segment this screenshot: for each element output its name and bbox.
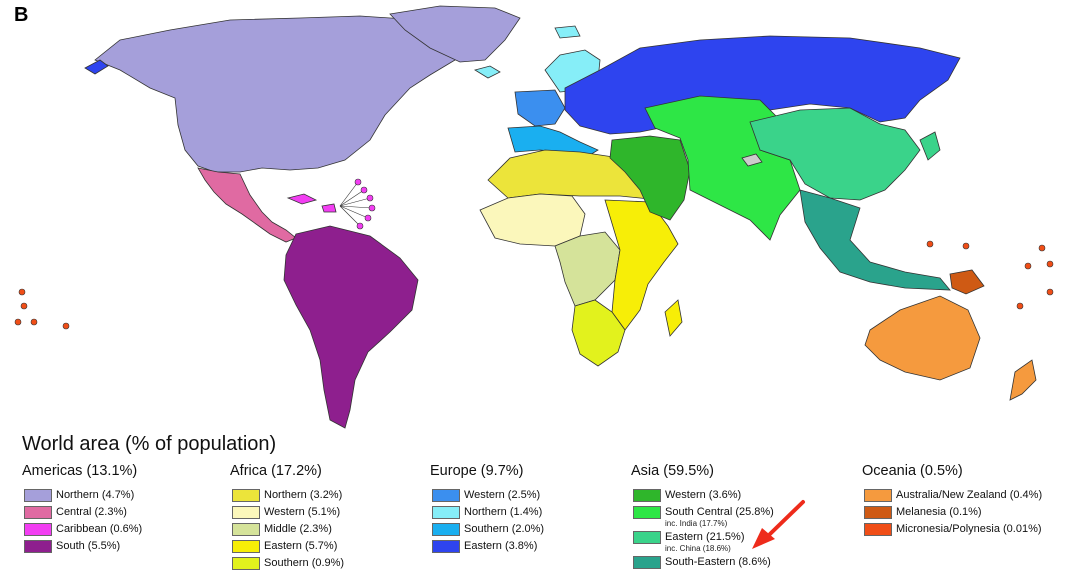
color-swatch xyxy=(633,531,661,544)
legend-item-label: Australia/New Zealand (0.4%) xyxy=(896,489,1043,501)
legend-item-label: South (5.5%) xyxy=(56,540,121,552)
legend-item: Northern (1.4%) xyxy=(430,506,542,523)
legend-item-sublabel: inc. India (17.7%) xyxy=(665,519,728,528)
region-asia-eastern xyxy=(749,107,941,201)
legend-item: South-Eastern (8.6%) xyxy=(631,556,771,573)
region-oceania-australia-nz xyxy=(864,295,1037,401)
legend-item: Caribbean (0.6%) xyxy=(22,523,142,540)
legend-item-label: Eastern (3.8%) xyxy=(464,540,538,552)
legend-item-label: Eastern (5.7%) xyxy=(264,540,338,552)
legend-item-label: Northern (1.4%) xyxy=(464,506,543,518)
region-europe-western xyxy=(514,89,566,127)
legend-item: Southern (2.0%) xyxy=(430,523,544,540)
legend-item: Australia/New Zealand (0.4%) xyxy=(862,489,1042,506)
region-asia-western xyxy=(609,135,691,221)
color-swatch xyxy=(232,540,260,553)
caribbean-callout-dots xyxy=(339,178,376,230)
color-swatch xyxy=(432,540,460,553)
legend-item-label: Western (2.5%) xyxy=(464,489,541,501)
legend-item-sublabel: inc. China (18.6%) xyxy=(665,544,731,553)
legend-item: Western (5.1%) xyxy=(230,506,340,523)
legend-item-label: South Central (25.8%) xyxy=(665,506,774,518)
legend-group-title: Europe (9.7%) xyxy=(430,463,524,479)
legend-item: Middle (2.3%) xyxy=(230,523,332,540)
legend-item: South Central (25.8%) inc. India (17.7%) xyxy=(631,506,774,531)
legend-item: Southern (0.9%) xyxy=(230,557,344,574)
region-americas-central xyxy=(197,167,297,243)
legend-title: World area (% of population) xyxy=(22,433,277,455)
legend-group-title: Asia (59.5%) xyxy=(631,463,715,479)
legend-group-oceania: Oceania (0.5%) Australia/New Zealand (0.… xyxy=(862,463,1042,540)
legend-group-africa: Africa (17.2%) Northern (3.2%) Western (… xyxy=(230,463,344,574)
region-americas-northern-greenland xyxy=(389,5,521,63)
color-swatch xyxy=(864,489,892,502)
legend-group-asia: Asia (59.5%) Western (3.6%) South Centra… xyxy=(631,463,774,573)
color-swatch xyxy=(432,489,460,502)
legend-item-label: Southern (0.9%) xyxy=(264,557,345,569)
color-swatch xyxy=(24,506,52,519)
legend-group-title: Americas (13.1%) xyxy=(22,463,138,479)
color-swatch xyxy=(232,557,260,570)
legend-group-title: Africa (17.2%) xyxy=(230,463,322,479)
color-swatch xyxy=(432,523,460,536)
color-swatch xyxy=(232,506,260,519)
legend-group-americas: Americas (13.1%) Northern (4.7%) Central… xyxy=(22,463,142,557)
legend-group-europe: Europe (9.7%) Western (2.5%) Northern (1… xyxy=(430,463,544,557)
legend-item: Micronesia/Polynesia (0.01%) xyxy=(862,523,1042,540)
color-swatch xyxy=(232,489,260,502)
region-oceania-micronesia-polynesia xyxy=(14,240,1054,330)
legend-item-label: Eastern (21.5%) xyxy=(665,531,745,543)
color-swatch xyxy=(232,523,260,536)
color-swatch xyxy=(633,556,661,569)
legend-item-label: South-Eastern (8.6%) xyxy=(665,556,771,568)
legend-item: Eastern (21.5%) inc. China (18.6%) xyxy=(631,531,744,556)
legend-item: Western (2.5%) xyxy=(430,489,540,506)
legend-item-label: Central (2.3%) xyxy=(56,506,127,518)
legend-item-label: Middle (2.3%) xyxy=(264,523,332,535)
legend-item-label: Caribbean (0.6%) xyxy=(56,523,143,535)
legend-item: Eastern (3.8%) xyxy=(430,540,537,557)
color-swatch xyxy=(864,523,892,536)
color-swatch xyxy=(24,489,52,502)
color-swatch xyxy=(633,489,661,502)
color-swatch xyxy=(864,506,892,519)
legend-item: South (5.5%) xyxy=(22,540,137,557)
region-oceania-melanesia xyxy=(949,269,985,295)
region-africa-middle xyxy=(554,231,621,307)
world-map xyxy=(14,5,1054,429)
color-swatch xyxy=(432,506,460,519)
region-africa-eastern xyxy=(604,199,683,337)
region-europe-northern xyxy=(473,25,601,93)
legend-item: Central (2.3%) xyxy=(22,506,137,523)
legend-item: Northern (3.2%) xyxy=(230,489,342,506)
region-americas-caribbean xyxy=(286,193,337,213)
region-americas-northern-alaska-islet xyxy=(84,59,109,75)
legend-item-label: Western (5.1%) xyxy=(264,506,341,518)
legend-item-label: Micronesia/Polynesia (0.01%) xyxy=(896,523,1042,535)
legend-item-label: Western (3.6%) xyxy=(665,489,742,501)
legend-item: Melanesia (0.1%) xyxy=(862,506,982,523)
color-swatch xyxy=(24,540,52,553)
legend-item: Eastern (5.7%) xyxy=(230,540,337,557)
region-americas-northern xyxy=(94,15,481,173)
legend-item-label: Southern (2.0%) xyxy=(464,523,545,535)
legend-item-label: Melanesia (0.1%) xyxy=(896,506,982,518)
region-americas-south xyxy=(283,225,419,429)
legend-item-label: Northern (3.2%) xyxy=(264,489,343,501)
region-africa-western xyxy=(479,193,586,247)
region-africa-southern xyxy=(571,299,626,367)
legend-item: Northern (4.7%) xyxy=(22,489,137,506)
color-swatch xyxy=(24,523,52,536)
color-swatch xyxy=(633,506,661,519)
legend-group-title: Oceania (0.5%) xyxy=(862,463,963,479)
region-asia-south-eastern xyxy=(799,189,951,291)
legend-item: Western (3.6%) xyxy=(631,489,741,506)
region-grey-unassigned xyxy=(741,153,763,167)
panel-label: B xyxy=(14,4,29,26)
legend-item-label: Northern (4.7%) xyxy=(56,489,135,501)
